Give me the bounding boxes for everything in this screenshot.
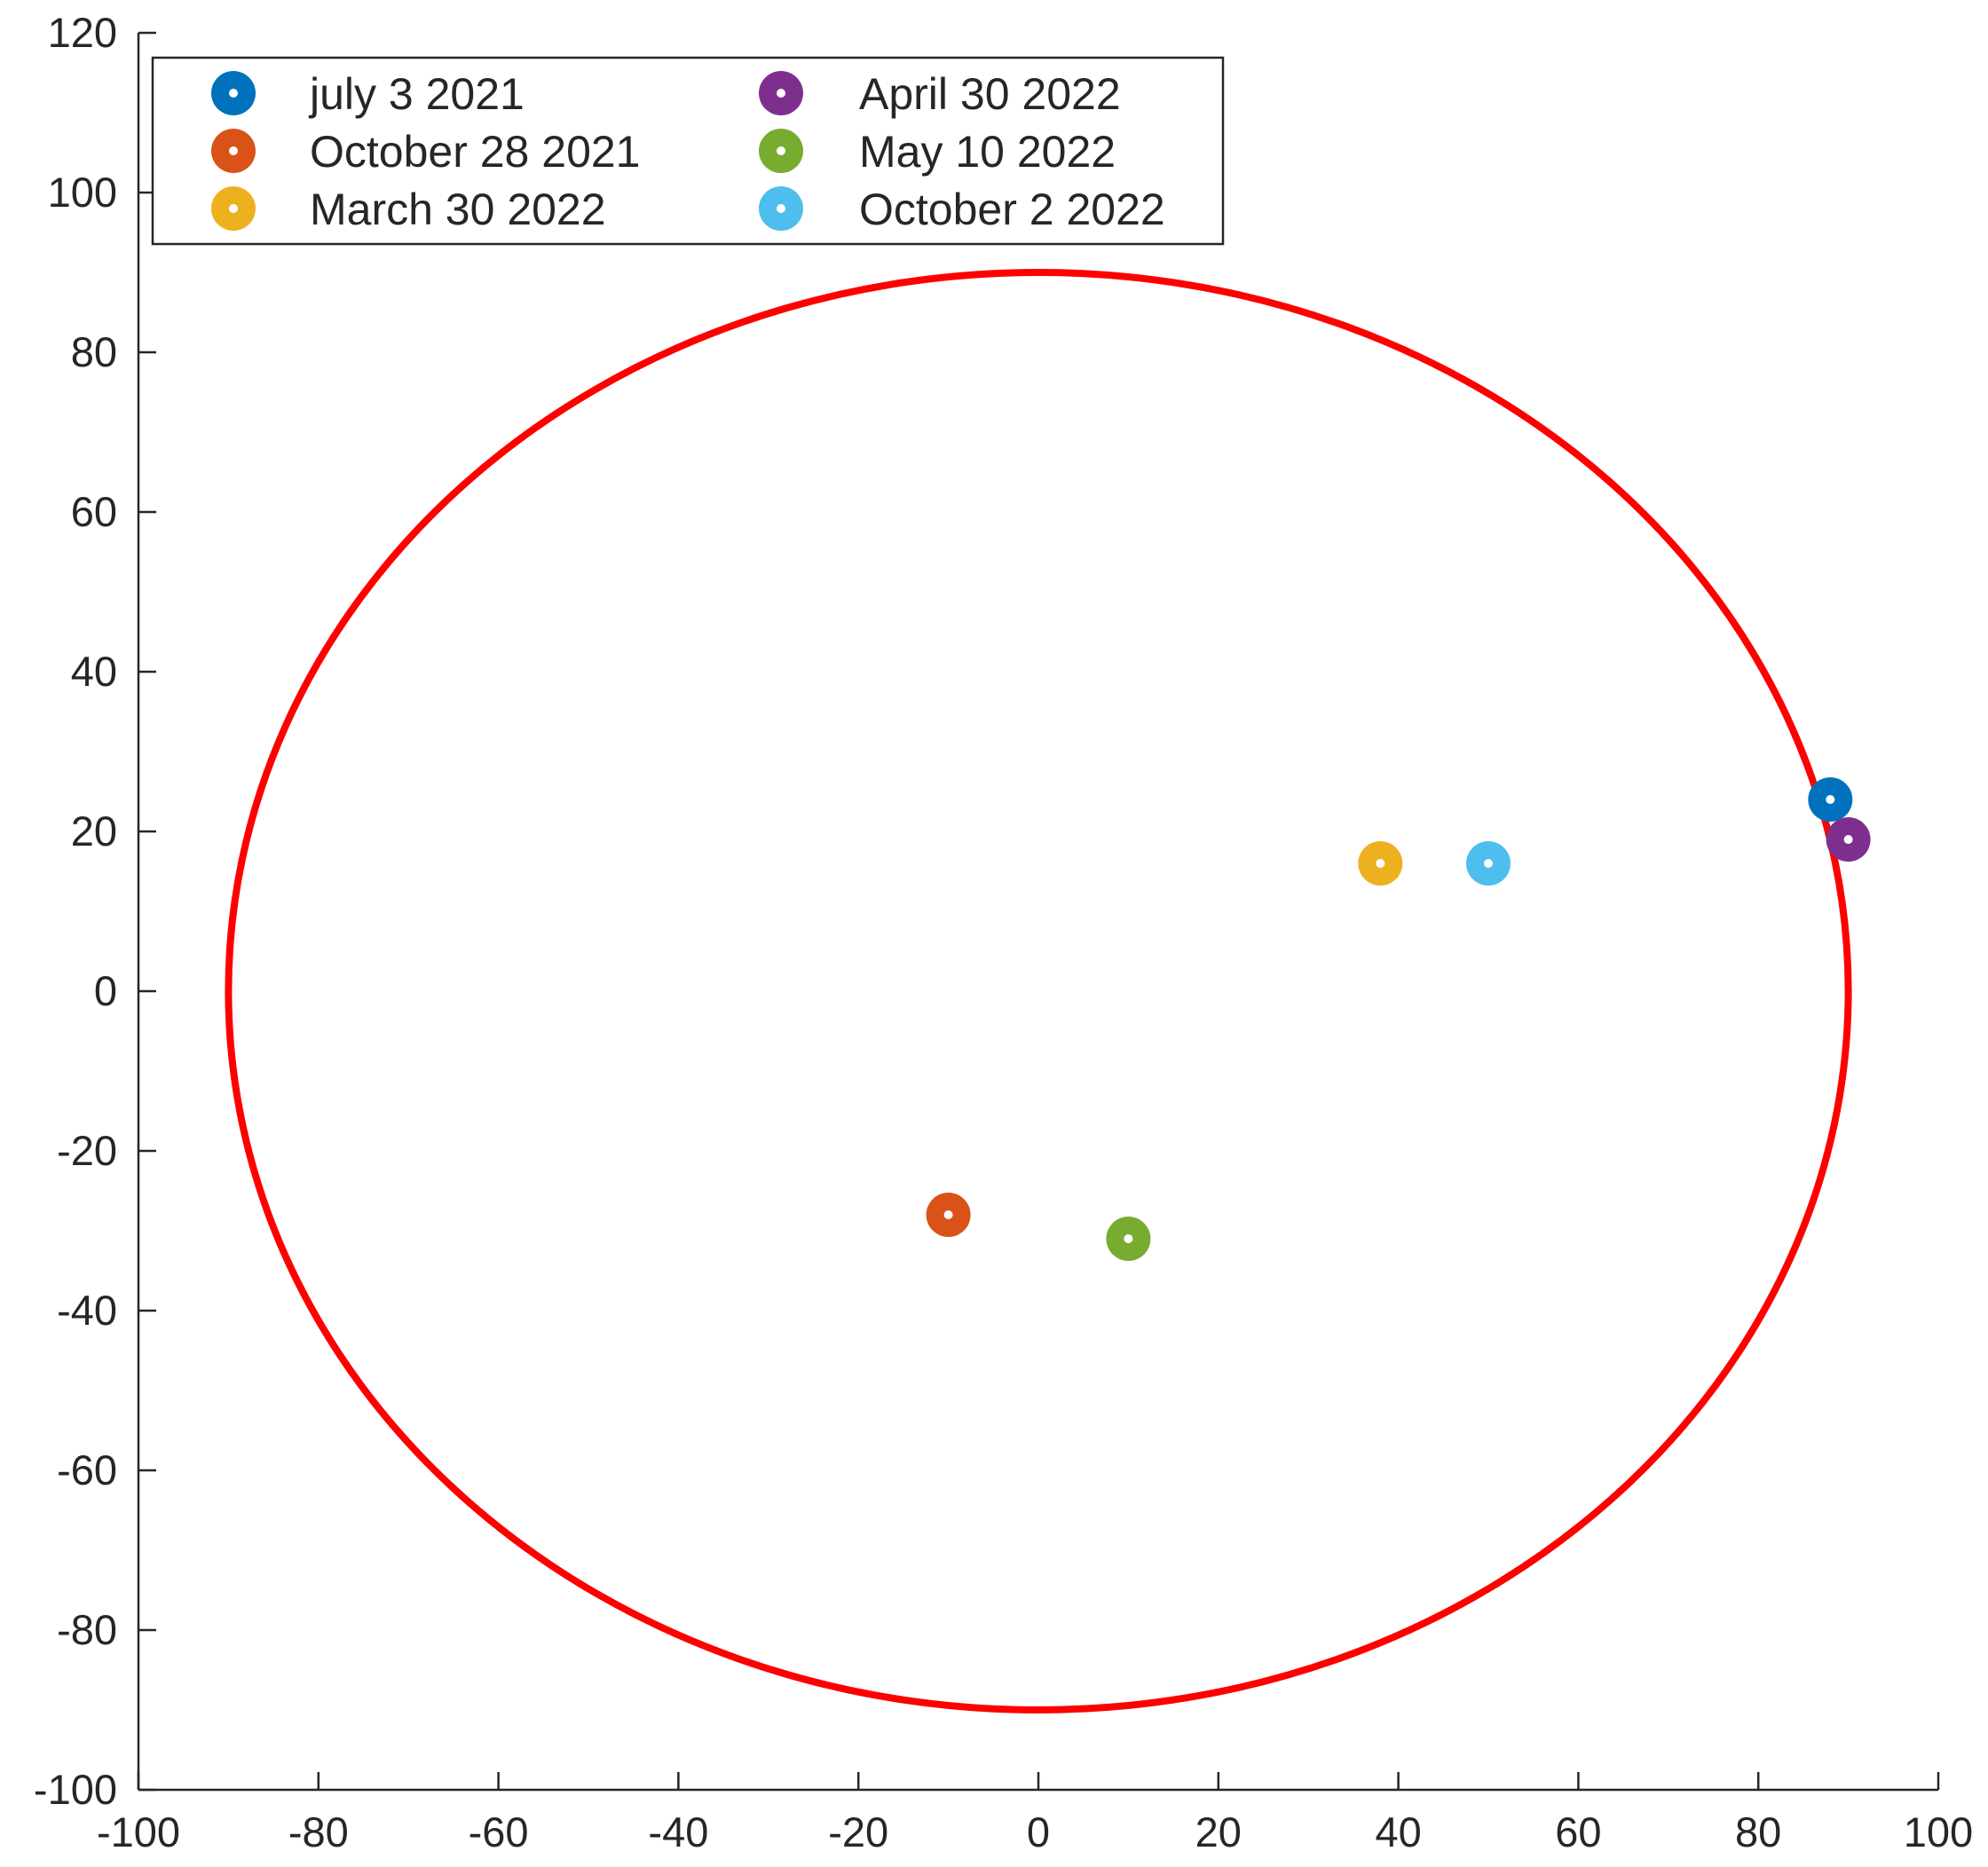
y-tick-label: 0: [94, 967, 117, 1014]
y-tick-label: -60: [57, 1446, 117, 1493]
legend-entry: july 3 2021: [211, 69, 525, 119]
legend-label: October 28 2021: [310, 127, 641, 177]
data-point-4: [1106, 1217, 1151, 1261]
legend-marker: [759, 71, 803, 115]
y-tick-label: -80: [57, 1606, 117, 1653]
y-tick-label: 60: [71, 488, 117, 535]
x-tick-label: 40: [1375, 1808, 1421, 1855]
x-tick-label: -60: [469, 1808, 529, 1855]
x-tick-label: 20: [1195, 1808, 1242, 1855]
data-point-0: [1808, 777, 1853, 822]
legend-label: july 3 2021: [308, 69, 525, 119]
legend-entry: April 30 2022: [759, 69, 1121, 119]
legend-label: May 10 2022: [859, 127, 1116, 177]
y-tick-label: -100: [34, 1766, 117, 1813]
legend-label: March 30 2022: [310, 185, 606, 234]
data-point-1: [926, 1193, 971, 1237]
legend-label: April 30 2022: [859, 69, 1121, 119]
y-tick-label: -20: [57, 1127, 117, 1174]
legend-marker: [211, 71, 256, 115]
y-tick-label: 80: [71, 328, 117, 375]
legend-label: October 2 2022: [859, 185, 1165, 234]
data-point-2: [1358, 841, 1403, 886]
data-point-5: [1466, 841, 1511, 886]
y-tick-label: 20: [71, 807, 117, 855]
legend-box: [151, 56, 1225, 246]
x-tick-label: -40: [648, 1808, 708, 1855]
legend-marker: [211, 186, 256, 231]
legend-marker: [759, 186, 803, 231]
y-tick-label: -40: [57, 1287, 117, 1334]
x-tick-label: -80: [288, 1808, 349, 1855]
x-tick-label: -100: [97, 1808, 180, 1855]
y-tick-label: 120: [48, 9, 117, 56]
legend-marker: [211, 129, 256, 173]
plot-area: [225, 269, 1871, 1713]
x-tick-label: 0: [1027, 1808, 1050, 1855]
legend: july 3 2021 October 28 2021 March 30 2022 A…: [151, 56, 1225, 246]
y-tick-label: 100: [48, 169, 117, 216]
x-tick-label: 60: [1555, 1808, 1601, 1855]
x-tick-label: 80: [1735, 1808, 1781, 1855]
legend-entry: May 10 2022: [759, 127, 1116, 177]
legend-entry: October 28 2021: [211, 127, 641, 177]
axes: -100 -80 -60 -40 -20 0 20 40 60 80 100 -100 -80 -60 -4…: [34, 9, 1973, 1855]
legend-entry: October 2 2022: [759, 185, 1165, 234]
x-tick-label: -20: [828, 1808, 888, 1855]
legend-entry: March 30 2022: [211, 185, 606, 234]
data-point-3: [1826, 817, 1871, 862]
y-tick-label: 40: [71, 648, 117, 695]
x-tick-label: 100: [1904, 1808, 1973, 1855]
boundary-circle: [225, 269, 1852, 1713]
legend-marker: [759, 129, 803, 173]
